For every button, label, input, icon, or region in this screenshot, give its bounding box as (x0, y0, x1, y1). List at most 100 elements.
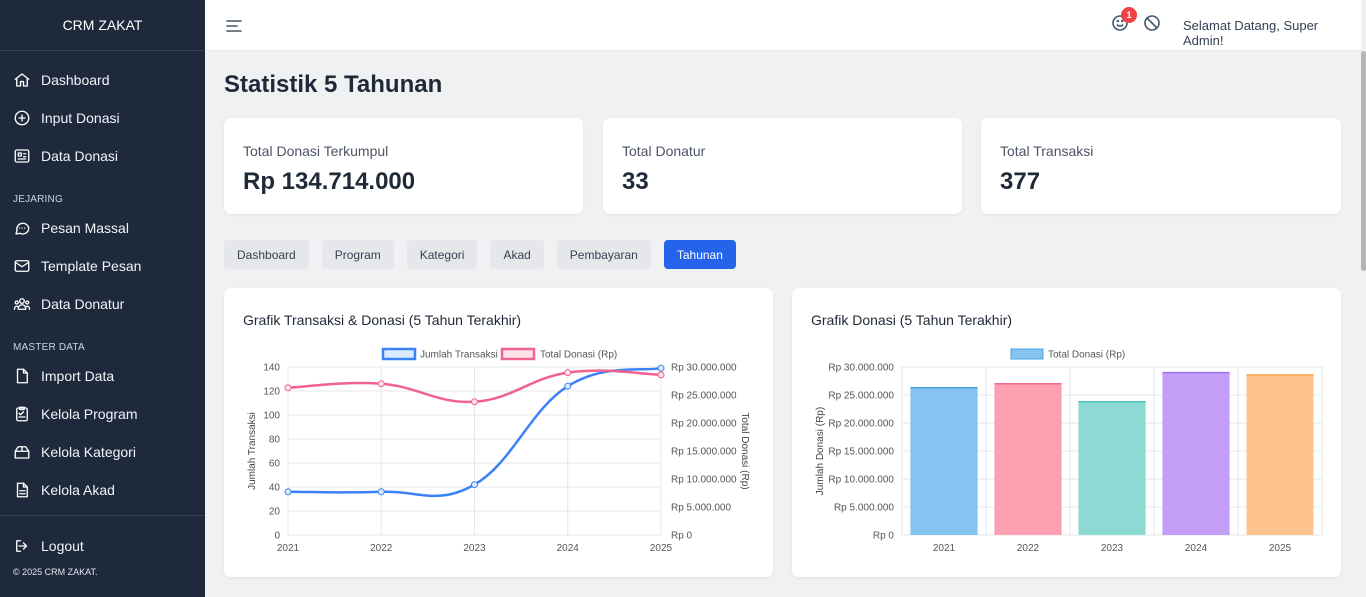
stat-value: 33 (622, 168, 649, 195)
tab-akad[interactable]: Akad (490, 240, 544, 269)
y-axis-title-right: Total Donasi (Rp) (739, 412, 750, 489)
y-tick-left: 60 (269, 459, 281, 470)
sidebar-item-input-donasi[interactable]: Input Donasi (0, 99, 205, 137)
file-import-icon (16, 368, 28, 384)
data-point (377, 380, 385, 388)
file-text-icon (16, 482, 28, 498)
x-tick: 2023 (1101, 543, 1124, 554)
chart-title: Grafik Donasi (5 Tahun Terakhir) (811, 312, 1013, 328)
sidebar-item-label: Template Pesan (41, 258, 142, 274)
bar-2023 (1078, 401, 1146, 535)
y-tick-right: Rp 0 (671, 531, 693, 542)
stat-value: 377 (1000, 168, 1041, 195)
y-tick: Rp 15.000.000 (828, 447, 894, 458)
tab-tahunan[interactable]: Tahunan (663, 240, 736, 269)
y-tick-right: Rp 10.000.000 (671, 475, 737, 486)
y-tick-left: 100 (263, 411, 280, 422)
sidebar-item-dashboard[interactable]: Dashboard (0, 61, 205, 99)
tab-program[interactable]: Program (321, 240, 394, 269)
sidebar-item-kelola-akad[interactable]: Kelola Akad (0, 471, 205, 509)
x-tick: 2022 (370, 543, 393, 554)
sidebar-item-label: Data Donasi (41, 148, 119, 164)
bar-2025 (1246, 374, 1314, 535)
y-tick: Rp 0 (873, 531, 895, 542)
data-point (657, 371, 665, 379)
x-tick: 2025 (650, 543, 673, 554)
line-chart-card: 0 20 40 60 80 100 120 140 2021 2022 2023 2024 2025 Rp… (224, 288, 773, 577)
section-master-data: MASTER DATA (13, 342, 85, 353)
legend-swatch (381, 347, 417, 361)
sidebar-item-label: Dashboard (41, 72, 110, 88)
tab-kategori[interactable]: Kategori (406, 240, 478, 269)
page-title: Statistik 5 Tahunan (224, 71, 443, 98)
y-tick-left: 120 (263, 387, 280, 398)
brand-title: CRM ZAKAT (0, 0, 205, 51)
data-point (564, 382, 572, 390)
sidebar-item-label: Kelola Program (41, 406, 138, 422)
tab-bar: Dashboard Program Kategori Akad Pembayar… (224, 240, 749, 269)
notification-button[interactable]: 1 (1111, 7, 1137, 32)
x-tick: 2022 (1017, 543, 1040, 554)
tab-pembayaran[interactable]: Pembayaran (556, 240, 651, 269)
users-icon (13, 298, 31, 310)
sidebar-item-data-donasi[interactable]: Data Donasi (0, 137, 205, 175)
y-tick: Rp 10.000.000 (828, 475, 894, 486)
sidebar-item-import-data[interactable]: Import Data (0, 357, 205, 395)
y-tick-left: 80 (269, 435, 281, 446)
sidebar-nav: Dashboard Input Donasi Data Donasi JEJAR… (0, 51, 205, 509)
logout-button[interactable]: Logout (0, 527, 205, 565)
y-tick-right: Rp 30.000.000 (671, 363, 737, 374)
smiley-icon (1112, 15, 1128, 31)
sidebar-item-label: Kelola Akad (41, 482, 115, 498)
sidebar-item-label: Pesan Massal (41, 220, 129, 236)
bar-2021 (910, 387, 978, 535)
stat-card-total-donasi: Total Donasi Terkumpul Rp 134.714.000 (224, 118, 583, 214)
welcome-text: Selamat Datang, Super Admin! (1183, 18, 1319, 48)
page-scrollbar[interactable] (1361, 51, 1366, 597)
menu-toggle-button[interactable] (225, 17, 243, 35)
sidebar-item-pesan-massal[interactable]: Pesan Massal (0, 209, 205, 247)
block-button[interactable] (1143, 14, 1161, 32)
chart-title: Grafik Transaksi & Donasi (5 Tahun Terak… (243, 312, 522, 328)
stat-card-total-donatur: Total Donatur 33 (603, 118, 962, 214)
notification-badge: 1 (1121, 7, 1137, 23)
tab-dashboard[interactable]: Dashboard (224, 240, 309, 269)
stat-label: Total Donatur (622, 143, 706, 159)
y-tick: Rp 30.000.000 (828, 363, 894, 374)
x-tick: 2023 (463, 543, 486, 554)
y-tick: Rp 5.000.000 (834, 503, 894, 514)
y-tick-right: Rp 25.000.000 (671, 391, 737, 402)
x-tick: 2021 (277, 543, 300, 554)
sidebar-footer: Logout © 2025 CRM ZAKAT. (0, 515, 205, 577)
legend-label: Total Donasi (Rp) (1048, 350, 1125, 361)
sidebar-item-kelola-program[interactable]: Kelola Program (0, 395, 205, 433)
hamburger-icon (226, 20, 242, 32)
sidebar-item-data-donatur[interactable]: Data Donatur (0, 285, 205, 323)
sidebar-item-label: Import Data (41, 368, 115, 384)
sidebar-item-label: Input Donasi (41, 110, 120, 126)
scrollbar-thumb[interactable] (1361, 51, 1366, 271)
stat-card-total-transaksi: Total Transaksi 377 (981, 118, 1341, 214)
data-point (284, 488, 292, 496)
stat-label: Total Donasi Terkumpul (243, 143, 389, 159)
copyright: © 2025 CRM ZAKAT. (13, 567, 98, 577)
y-tick-left: 20 (269, 507, 281, 518)
plus-circle-icon (14, 110, 30, 126)
legend-swatch (1010, 348, 1044, 360)
legend-label: Total Donasi (Rp) (540, 350, 617, 361)
bar-chart-card: Rp 0 Rp 5.000.000 Rp 10.000.000 Rp 15.000.0… (792, 288, 1341, 577)
envelope-icon (14, 260, 30, 272)
sidebar-item-kelola-kategori[interactable]: Kelola Kategori (0, 433, 205, 471)
data-point (471, 398, 478, 406)
data-point (377, 488, 385, 496)
home-icon (14, 73, 30, 87)
section-jejaring: JEJARING (13, 194, 63, 205)
legend-swatch (500, 347, 536, 361)
document-list-icon (14, 149, 30, 163)
data-point (471, 481, 478, 489)
y-axis-title: Jumlah Donasi (Rp) (815, 407, 826, 495)
data-point (657, 364, 665, 372)
sidebar-item-template-pesan[interactable]: Template Pesan (0, 247, 205, 285)
stat-label: Total Transaksi (1000, 143, 1094, 159)
block-icon (1144, 15, 1160, 31)
